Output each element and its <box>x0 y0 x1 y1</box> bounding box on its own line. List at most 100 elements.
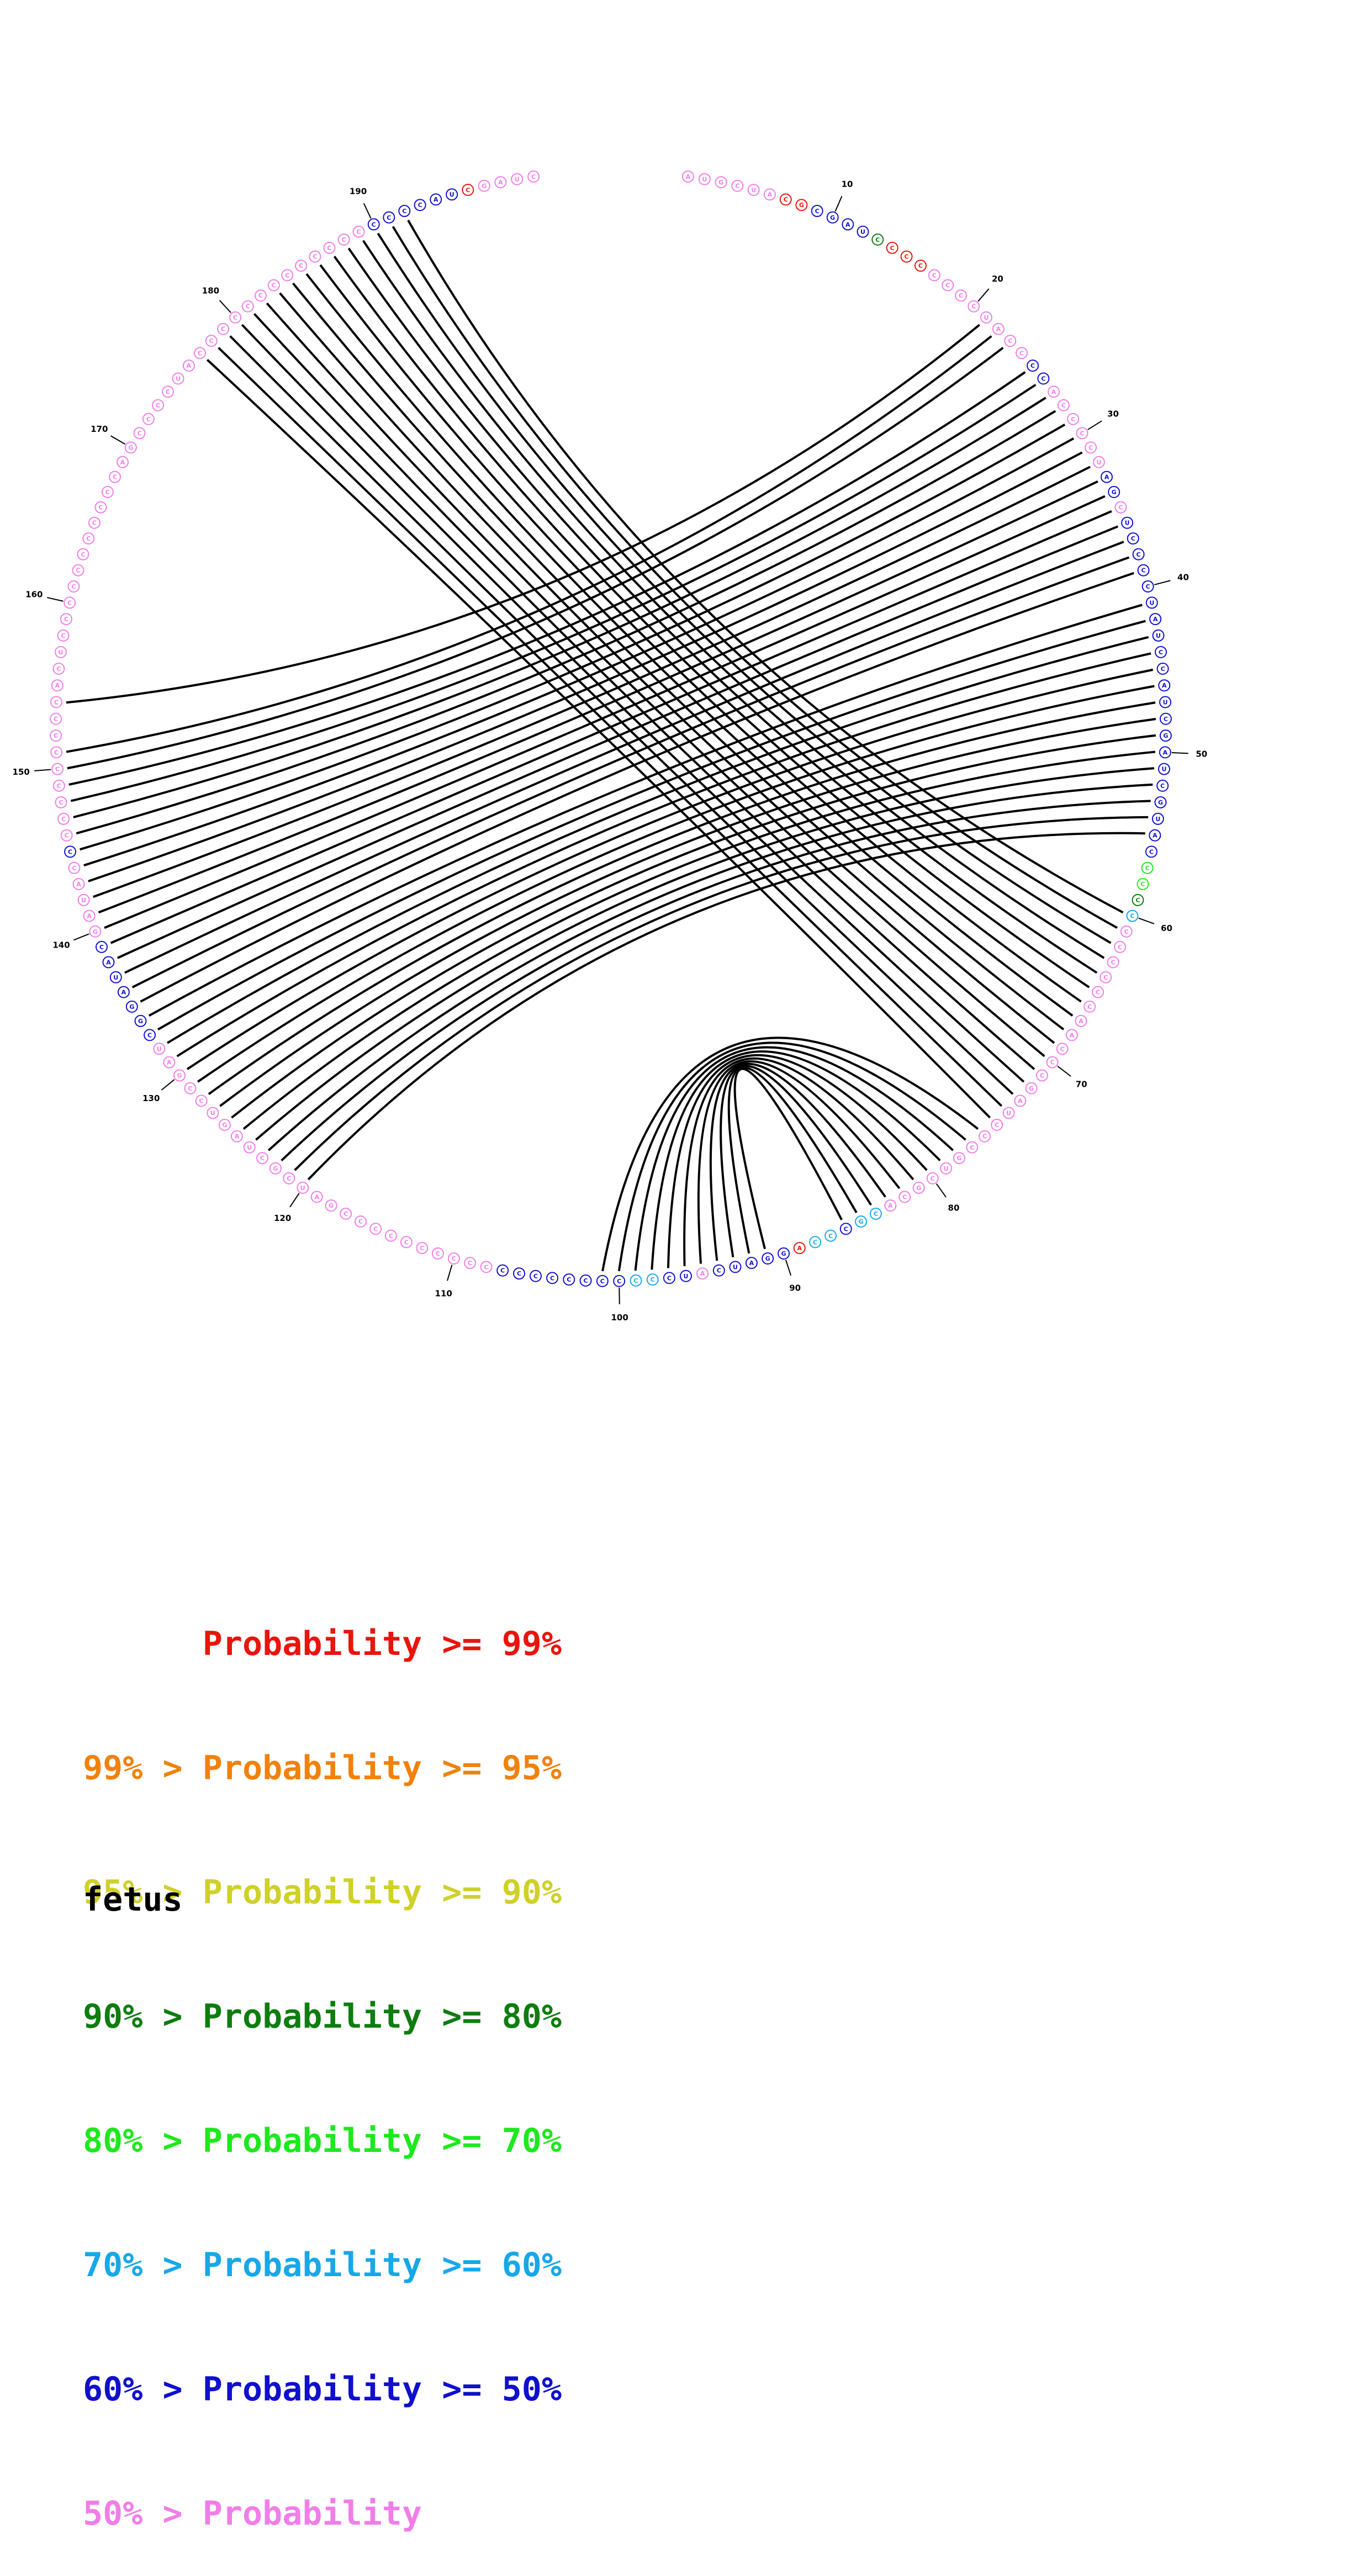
nucleotide: G <box>1155 797 1166 808</box>
nucleotide-letter: C <box>64 616 68 623</box>
nucleotide-letter: C <box>1087 1003 1092 1011</box>
nucleotide: U <box>207 1108 218 1119</box>
nucleotide-letter: C <box>1008 337 1012 345</box>
nucleotide: A <box>183 360 194 371</box>
tick-line <box>161 1080 174 1090</box>
nucleotide-letter: C <box>600 1278 605 1285</box>
nucleotide: C <box>83 533 94 544</box>
nucleotide: C <box>324 242 335 253</box>
nucleotide: U <box>78 895 89 906</box>
nucleotide-letter: G <box>859 1218 864 1225</box>
nucleotide: G <box>716 177 727 188</box>
nucleotide-letter: C <box>54 716 58 723</box>
base-pair-arcs <box>66 220 1156 1271</box>
nucleotide: C <box>416 1242 427 1253</box>
nucleotide: C <box>1084 1001 1095 1012</box>
nucleotide: C <box>89 517 100 528</box>
nucleotide: C <box>1027 360 1038 371</box>
nucleotide: C <box>1038 373 1049 384</box>
nucleotide-letter: C <box>113 474 117 481</box>
nucleotide-letter: U <box>684 1273 689 1280</box>
nucleotide: C <box>1016 347 1027 358</box>
nucleotide: C <box>563 1274 574 1285</box>
nucleotide-letter: G <box>1029 1085 1034 1092</box>
nucleotide: U <box>1122 517 1133 528</box>
nucleotide: C <box>52 764 63 775</box>
nucleotide: C <box>77 549 88 560</box>
nucleotide-letter: C <box>959 292 963 299</box>
nucleotide-letter: A <box>167 1059 172 1066</box>
nucleotide: C <box>528 171 539 182</box>
nucleotide: A <box>430 194 441 205</box>
nucleotide-letter: C <box>1111 959 1115 966</box>
nucleotide-letter: U <box>210 1110 215 1117</box>
tick-label: 150 <box>13 767 30 777</box>
nucleotide-letter: U <box>1155 816 1160 823</box>
nucleotide: C <box>1037 1070 1048 1081</box>
nucleotide: C <box>968 301 979 312</box>
nucleotide: A <box>311 1191 323 1202</box>
base-pair-arc <box>254 314 1034 1069</box>
nucleotide: C <box>1133 549 1144 560</box>
nucleotide-letter: A <box>1153 616 1158 623</box>
nucleotide: U <box>55 647 66 658</box>
nucleotide-letter: A <box>1070 1032 1075 1039</box>
nucleotide: U <box>940 1163 952 1174</box>
nucleotide: C <box>887 242 898 253</box>
nucleotide-letter: C <box>54 749 59 756</box>
nucleotide: A <box>1048 386 1059 397</box>
nucleotide-letter: U <box>247 1144 252 1151</box>
nucleotide: C <box>102 486 113 498</box>
nucleotide-letter: A <box>686 173 691 181</box>
nucleotide-letter: A <box>1153 832 1157 839</box>
nucleotide-letter: A <box>106 959 111 966</box>
nucleotide-letter: C <box>815 208 820 215</box>
nucleotide: C <box>109 472 120 483</box>
nucleotide: A <box>73 879 84 890</box>
nucleotide-letter: C <box>54 732 58 739</box>
nucleotide-letter: G <box>177 1072 182 1080</box>
tick-line <box>111 436 125 444</box>
nucleotide-letter: C <box>1130 913 1134 920</box>
nucleotide: C <box>1137 879 1148 890</box>
nucleotide-letter: C <box>452 1255 456 1262</box>
nucleotide: C <box>61 830 72 841</box>
nucleotide-letter: C <box>466 187 470 194</box>
nucleotide-letter: C <box>272 282 276 289</box>
nucleotide: C <box>65 846 76 857</box>
nucleotide: C <box>1108 957 1119 968</box>
tick-label: 90 <box>789 1283 801 1293</box>
nucleotide: C <box>647 1274 658 1285</box>
nucleotide-letter: A <box>187 362 192 369</box>
nucleotide: C <box>713 1265 725 1276</box>
nucleotide: C <box>1005 335 1016 346</box>
nucleotide-letter: C <box>982 1133 987 1140</box>
nucleotide-letter: C <box>285 272 289 279</box>
nucleotide: C <box>51 696 62 707</box>
nucleotide-letter: U <box>113 974 118 981</box>
nucleotide-letter: C <box>188 1085 192 1092</box>
nucleotide-letter: C <box>890 245 895 252</box>
tick-label: 70 <box>1076 1080 1087 1089</box>
nucleotide: A <box>1014 1095 1026 1106</box>
nucleotide-letter: A <box>1079 1018 1083 1025</box>
nucleotide: C <box>1157 663 1169 674</box>
nucleotide-letter: C <box>258 292 263 299</box>
nucleotide: G <box>855 1216 866 1227</box>
nucleotide: C <box>780 194 791 205</box>
base-pair-arc <box>636 1048 953 1271</box>
nucleotide-letter: C <box>146 416 151 423</box>
nucleotide: G <box>479 180 490 191</box>
nucleotide: C <box>1160 713 1171 724</box>
nucleotide-letter: C <box>327 245 331 252</box>
nucleotide: C <box>1142 863 1153 874</box>
nucleotide-letter: G <box>482 182 487 189</box>
nucleotide: C <box>955 290 966 301</box>
nucleotide-letter: C <box>517 1270 521 1277</box>
nucleotide-letter: C <box>67 599 72 606</box>
nucleotide-letter: G <box>222 1122 227 1129</box>
nucleotide-letter: C <box>387 214 391 221</box>
nucleotide-letter: U <box>81 897 86 904</box>
nucleotide-letter: G <box>781 1250 786 1257</box>
nucleotide-letter: C <box>260 1155 265 1162</box>
